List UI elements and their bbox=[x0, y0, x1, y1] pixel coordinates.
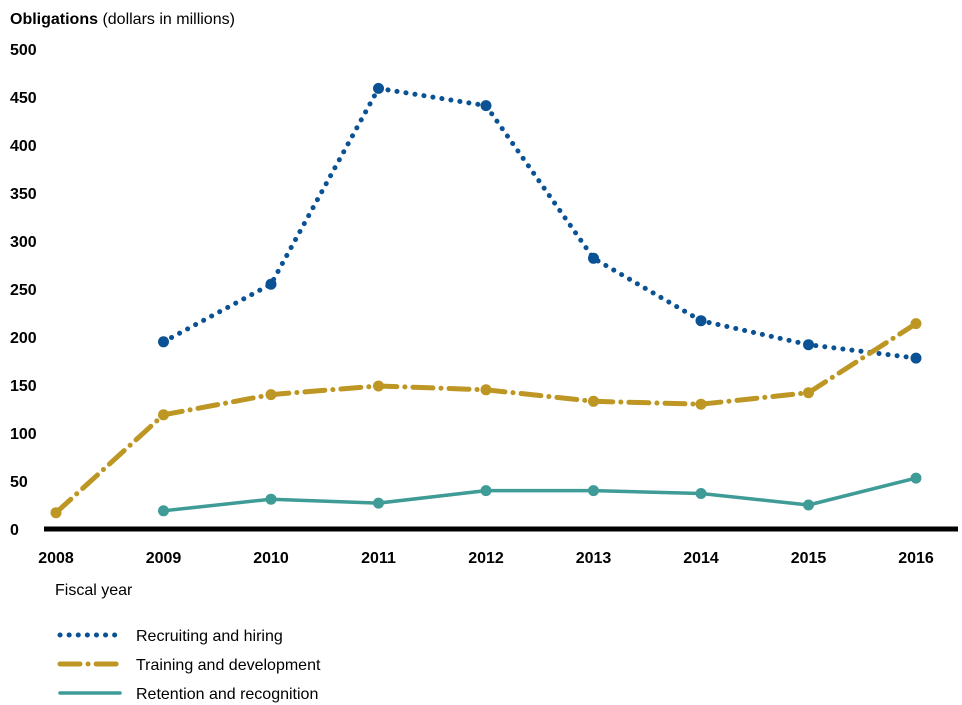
data-point bbox=[803, 339, 814, 351]
x-tick-label: 2014 bbox=[683, 550, 719, 567]
legend-label: Training and development bbox=[136, 657, 321, 674]
data-point bbox=[480, 485, 492, 497]
legend-label: Retention and recognition bbox=[136, 686, 318, 703]
series-lines bbox=[53, 85, 919, 516]
data-point bbox=[158, 336, 169, 348]
legend: Recruiting and hiring Training and develo… bbox=[57, 628, 321, 703]
data-point bbox=[910, 318, 922, 330]
x-tick-label: 2013 bbox=[576, 550, 612, 567]
x-tick-label: 2015 bbox=[791, 550, 827, 567]
data-point bbox=[265, 278, 277, 290]
data-point bbox=[803, 499, 814, 511]
y-tick-label: 450 bbox=[10, 90, 37, 107]
data-point bbox=[50, 507, 62, 519]
data-point bbox=[265, 389, 277, 401]
x-axis-title: Fiscal year bbox=[55, 582, 133, 599]
x-tick-label: 2008 bbox=[38, 550, 74, 567]
data-point bbox=[588, 252, 599, 264]
data-point bbox=[588, 485, 599, 497]
series-line-2 bbox=[53, 321, 919, 516]
y-axis-title: Obligations (dollars in millions) bbox=[10, 11, 235, 28]
series-line-3 bbox=[161, 476, 918, 513]
data-point bbox=[373, 82, 384, 94]
data-point bbox=[695, 315, 707, 327]
y-axis-ticks: 0 50 100 150 200 250 300 350 400 450 500 bbox=[10, 42, 37, 539]
data-point bbox=[910, 472, 922, 484]
y-tick-label: 150 bbox=[10, 378, 37, 395]
data-point bbox=[803, 387, 814, 399]
data-point bbox=[588, 395, 599, 407]
series-points bbox=[50, 82, 922, 519]
y-axis-title-unit: (dollars in millions) bbox=[98, 11, 235, 28]
x-tick-label: 2009 bbox=[146, 550, 182, 567]
data-point bbox=[265, 493, 277, 505]
x-tick-label: 2011 bbox=[361, 550, 396, 567]
data-point bbox=[695, 398, 707, 410]
data-point bbox=[480, 384, 492, 396]
y-tick-label: 500 bbox=[10, 42, 37, 59]
legend-label: Recruiting and hiring bbox=[136, 628, 283, 645]
x-axis-ticks: 2008 2009 2010 2011 2012 2013 2014 2015 2016 bbox=[38, 550, 934, 567]
data-point bbox=[373, 497, 384, 509]
data-point bbox=[373, 380, 384, 392]
x-tick-label: 2010 bbox=[253, 550, 289, 567]
y-tick-label: 200 bbox=[10, 330, 37, 347]
data-point bbox=[158, 409, 169, 421]
x-tick-label: 2012 bbox=[468, 550, 504, 567]
y-tick-label: 350 bbox=[10, 186, 37, 203]
y-tick-label: 0 bbox=[10, 522, 19, 539]
y-tick-label: 250 bbox=[10, 282, 37, 299]
x-tick-label: 2016 bbox=[898, 550, 934, 567]
y-tick-label: 300 bbox=[10, 234, 37, 251]
y-tick-label: 50 bbox=[10, 474, 28, 491]
data-point bbox=[158, 505, 169, 517]
series-line-1 bbox=[161, 85, 919, 361]
data-point bbox=[910, 352, 922, 364]
y-tick-label: 400 bbox=[10, 138, 37, 155]
y-tick-label: 100 bbox=[10, 426, 37, 443]
data-point bbox=[480, 100, 492, 112]
data-point bbox=[695, 488, 707, 499]
y-axis-title-bold: Obligations bbox=[10, 11, 98, 28]
